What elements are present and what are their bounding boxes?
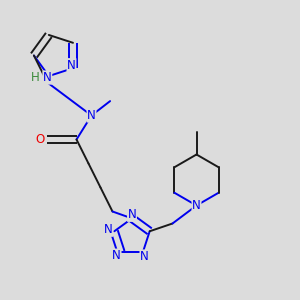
- Text: N: N: [87, 109, 96, 122]
- Text: N: N: [192, 199, 201, 212]
- Text: N: N: [112, 249, 121, 262]
- Text: O: O: [35, 133, 44, 146]
- Text: N: N: [140, 250, 149, 263]
- Text: N: N: [67, 59, 76, 72]
- Text: N: N: [104, 223, 113, 236]
- Text: H: H: [31, 71, 40, 84]
- Text: N: N: [43, 71, 52, 84]
- Text: N: N: [128, 208, 136, 221]
